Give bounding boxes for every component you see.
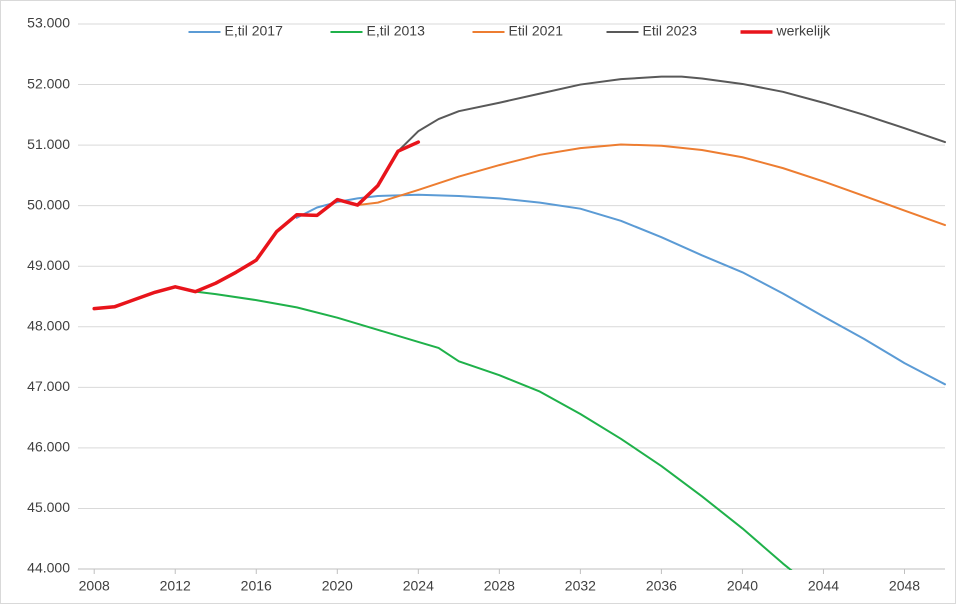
- legend-label: E,til 2013: [367, 23, 426, 39]
- y-tick-label: 45.000: [27, 499, 70, 515]
- y-tick-label: 50.000: [27, 196, 70, 212]
- series-line: [397, 75, 946, 153]
- y-tick-label: 52.000: [27, 75, 70, 91]
- series-line: [92, 140, 421, 311]
- y-tick-label: 53.000: [27, 15, 70, 31]
- x-tick-label: 2016: [241, 578, 272, 594]
- y-tick-label: 46.000: [27, 439, 70, 455]
- series-line: [194, 290, 793, 570]
- plot-area: [92, 75, 946, 570]
- x-tick-label: 2020: [322, 578, 353, 594]
- x-tick-label: 2036: [646, 578, 677, 594]
- legend: E,til 2017 E,til 2013 Etil 2021 Etil 2023 we…: [188, 23, 832, 39]
- x-tick-label: 2012: [160, 578, 191, 594]
- y-tick-label: 48.000: [27, 317, 70, 333]
- y-tick-label: 44.000: [27, 560, 70, 576]
- x-tick-label: 2008: [79, 578, 110, 594]
- x-tick-label: 2028: [484, 578, 515, 594]
- y-tick-label: 51.000: [27, 136, 70, 152]
- legend-label: Etil 2021: [509, 23, 564, 39]
- x-tick-label: 2024: [403, 578, 434, 594]
- legend-label: E,til 2017: [225, 23, 284, 39]
- legend-label: werkelijk: [776, 23, 832, 39]
- x-tick-label: 2044: [808, 578, 839, 594]
- series-line: [356, 143, 946, 227]
- legend-label: Etil 2023: [643, 23, 698, 39]
- x-tick-label: 2040: [727, 578, 758, 594]
- x-tick-label: 2032: [565, 578, 596, 594]
- x-tick-label: 2048: [889, 578, 920, 594]
- y-tick-label: 49.000: [27, 257, 70, 273]
- series-line: [295, 193, 946, 386]
- y-tick-label: 47.000: [27, 378, 70, 394]
